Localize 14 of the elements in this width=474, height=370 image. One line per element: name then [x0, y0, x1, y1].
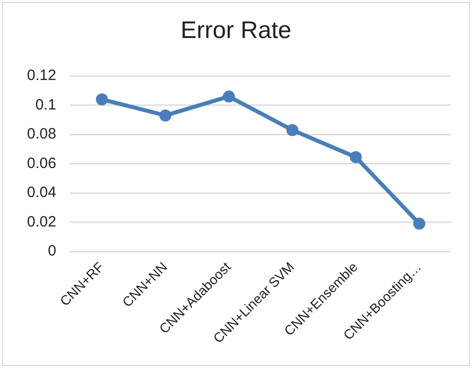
y-tick-label: 0.12 — [26, 67, 56, 84]
point — [222, 90, 235, 102]
point — [286, 124, 298, 136]
y-tick-label: 0.02 — [26, 213, 56, 230]
point — [413, 218, 426, 230]
point — [96, 93, 108, 106]
point — [350, 151, 362, 164]
y-tick-label: 0 — [48, 242, 56, 260]
y-tick-label: 0.06 — [26, 154, 56, 172]
y-tick-label: 0.1 — [35, 96, 56, 114]
point — [159, 109, 172, 122]
y-tick-label: 0.08 — [26, 126, 56, 143]
chart-title: Error Rate — [180, 17, 292, 45]
y-tick-label: 0.04 — [26, 184, 56, 202]
